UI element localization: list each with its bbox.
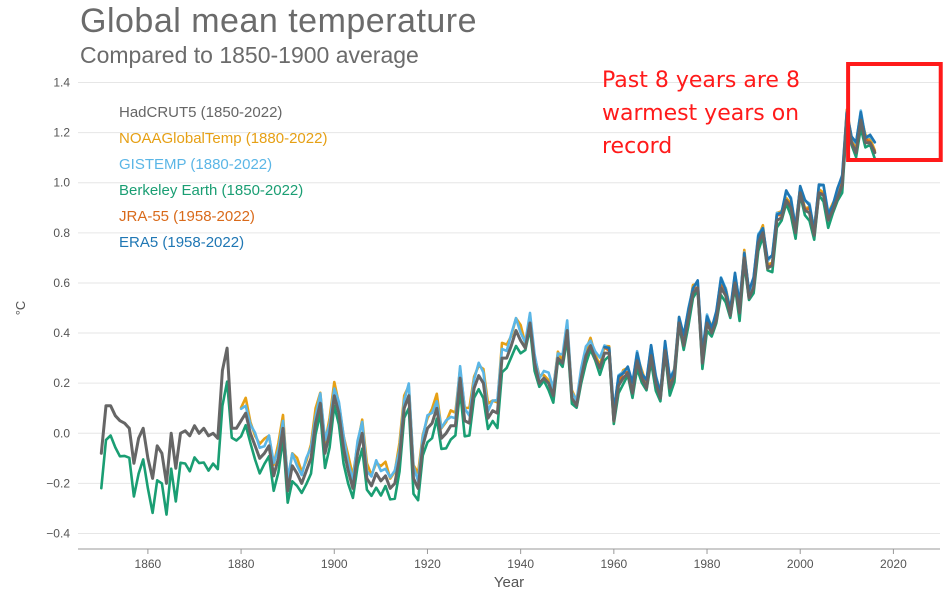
y-tick-label: 1.0 (53, 176, 70, 190)
legend-entry: JRA-55 (1958-2022) (119, 208, 255, 225)
x-tick-label: 1940 (507, 557, 534, 571)
legend-entry: GISTEMP (1880-2022) (119, 156, 272, 173)
x-tick-label: 1960 (600, 557, 627, 571)
series-line-1 (239, 108, 877, 483)
legend: HadCRUT5 (1850-2022) NOAAGlobalTemp (1880… (119, 104, 327, 251)
x-tick-label: 2000 (787, 557, 814, 571)
highlight-box (846, 62, 943, 162)
chart-subtitle: Compared to 1850-1900 average (80, 42, 419, 68)
series-line-2 (239, 109, 877, 483)
legend-entry: ERA5 (1958-2022) (119, 234, 244, 251)
y-tick-label: 0.4 (53, 326, 70, 340)
series-lines (99, 108, 877, 516)
y-tick-label: 0.0 (53, 426, 70, 440)
y-tick-label: −0.4 (46, 526, 70, 540)
y-tick-label: 0.2 (53, 376, 70, 390)
legend-entry: HadCRUT5 (1850-2022) (119, 104, 282, 121)
x-tick-label: 1900 (321, 557, 348, 571)
x-tick-label: 1880 (228, 557, 255, 571)
legend-entry: Berkeley Earth (1850-2022) (119, 182, 303, 199)
y-axis-label: °C (13, 301, 28, 316)
y-axis-ticks: −0.4 −0.2 0.0 0.2 0.4 0.6 0.8 1.0 1.2 1.4 (46, 76, 70, 541)
y-tick-label: 0.8 (53, 226, 70, 240)
series-line-0 (99, 116, 877, 493)
x-axis-label: Year (494, 574, 524, 591)
y-tick-label: 0.6 (53, 276, 70, 290)
x-tick-label: 1860 (135, 557, 162, 571)
y-tick-label: 1.4 (53, 76, 70, 90)
legend-entry: NOAAGlobalTemp (1880-2022) (119, 130, 327, 147)
x-axis-ticks: 1860 1880 1900 1920 1940 1960 1980 2000 2020 (135, 549, 907, 571)
x-tick-label: 1920 (414, 557, 441, 571)
y-tick-label: −0.2 (46, 476, 70, 490)
annotation-text: Past 8 years are 8 warmest years on reco… (602, 68, 800, 159)
chart-title: Global mean temperature (80, 2, 478, 40)
x-tick-label: 2020 (880, 557, 907, 571)
y-tick-label: 1.2 (53, 126, 70, 140)
x-tick-label: 1980 (694, 557, 721, 571)
